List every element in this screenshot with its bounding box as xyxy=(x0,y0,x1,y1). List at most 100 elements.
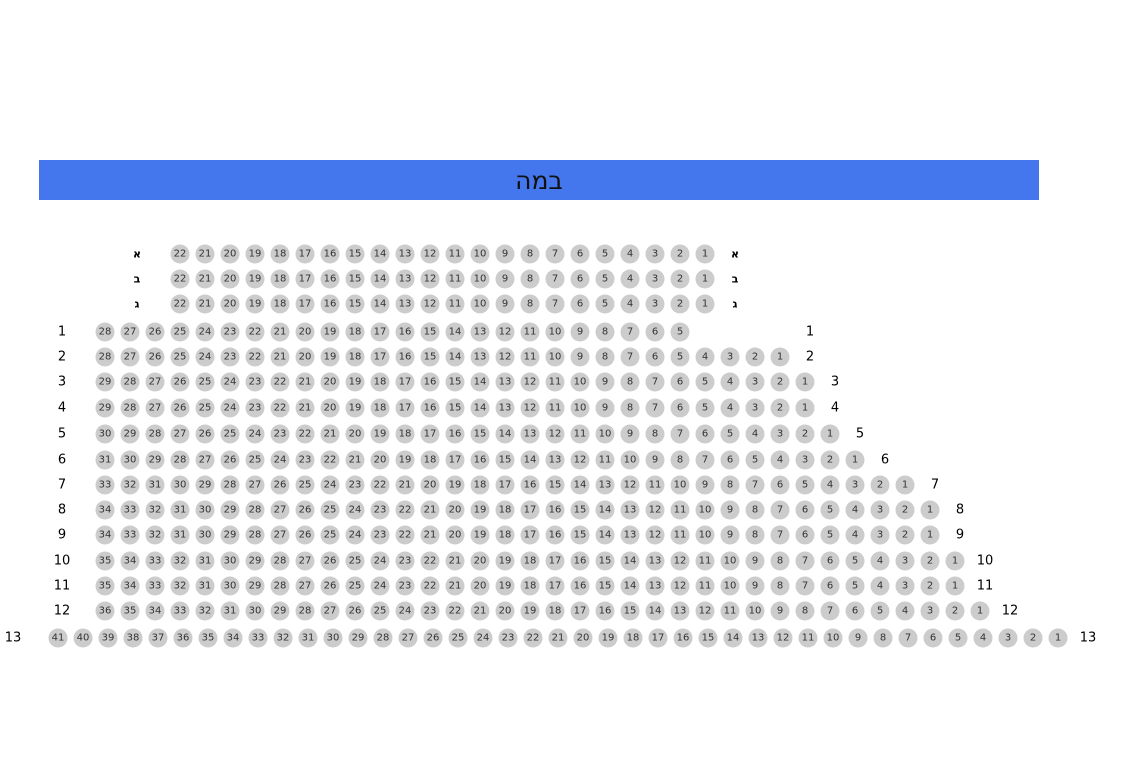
seat[interactable]: 9 xyxy=(848,628,868,648)
seat[interactable]: 16 xyxy=(395,322,415,342)
seat[interactable]: 27 xyxy=(120,347,140,367)
seat[interactable]: 12 xyxy=(520,398,540,418)
seat[interactable]: 11 xyxy=(445,294,465,314)
seat[interactable]: 27 xyxy=(295,576,315,596)
seat[interactable]: 11 xyxy=(520,322,540,342)
seat[interactable]: 21 xyxy=(345,450,365,470)
seat[interactable]: 14 xyxy=(645,601,665,621)
seat[interactable]: 3 xyxy=(795,450,815,470)
seat[interactable]: 5 xyxy=(595,294,615,314)
seat[interactable]: 24 xyxy=(245,424,265,444)
seat[interactable]: 11 xyxy=(545,372,565,392)
seat[interactable]: 21 xyxy=(195,269,215,289)
seat[interactable]: 8 xyxy=(620,398,640,418)
seat[interactable]: 10 xyxy=(570,398,590,418)
seat[interactable]: 12 xyxy=(495,347,515,367)
seat[interactable]: 13 xyxy=(748,628,768,648)
seat[interactable]: 32 xyxy=(170,576,190,596)
seat[interactable]: 14 xyxy=(445,347,465,367)
seat[interactable]: 7 xyxy=(645,398,665,418)
seat[interactable]: 9 xyxy=(720,500,740,520)
seat[interactable]: 20 xyxy=(320,398,340,418)
seat[interactable]: 30 xyxy=(195,500,215,520)
seat[interactable]: 5 xyxy=(695,398,715,418)
seat[interactable]: 8 xyxy=(720,475,740,495)
seat[interactable]: 11 xyxy=(720,601,740,621)
seat[interactable]: 16 xyxy=(570,551,590,571)
seat[interactable]: 13 xyxy=(670,601,690,621)
seat[interactable]: 25 xyxy=(345,551,365,571)
seat[interactable]: 11 xyxy=(695,576,715,596)
seat[interactable]: 19 xyxy=(470,500,490,520)
seat[interactable]: 14 xyxy=(620,576,640,596)
seat[interactable]: 9 xyxy=(720,525,740,545)
seat[interactable]: 15 xyxy=(620,601,640,621)
seat[interactable]: 6 xyxy=(795,525,815,545)
seat[interactable]: 5 xyxy=(845,576,865,596)
seat[interactable]: 11 xyxy=(445,244,465,264)
seat[interactable]: 6 xyxy=(670,372,690,392)
seat[interactable]: 19 xyxy=(445,475,465,495)
seat[interactable]: 24 xyxy=(345,500,365,520)
seat[interactable]: 28 xyxy=(95,347,115,367)
seat[interactable]: 10 xyxy=(470,294,490,314)
seat[interactable]: 20 xyxy=(220,269,240,289)
seat[interactable]: 25 xyxy=(320,525,340,545)
seat[interactable]: 16 xyxy=(320,269,340,289)
seat[interactable]: 6 xyxy=(570,244,590,264)
seat[interactable]: 31 xyxy=(170,525,190,545)
seat[interactable]: 25 xyxy=(370,601,390,621)
seat[interactable]: 5 xyxy=(948,628,968,648)
seat[interactable]: 17 xyxy=(420,424,440,444)
seat[interactable]: 3 xyxy=(745,398,765,418)
seat[interactable]: 6 xyxy=(645,347,665,367)
seat[interactable]: 26 xyxy=(145,347,165,367)
seat[interactable]: 17 xyxy=(520,525,540,545)
seat[interactable]: 27 xyxy=(270,525,290,545)
seat[interactable]: 36 xyxy=(173,628,193,648)
seat[interactable]: 6 xyxy=(770,475,790,495)
seat[interactable]: 23 xyxy=(498,628,518,648)
seat[interactable]: 18 xyxy=(370,398,390,418)
seat[interactable]: 25 xyxy=(220,424,240,444)
seat[interactable]: 29 xyxy=(120,424,140,444)
seat[interactable]: 3 xyxy=(845,475,865,495)
seat[interactable]: 4 xyxy=(870,551,890,571)
seat[interactable]: 4 xyxy=(845,525,865,545)
seat[interactable]: 5 xyxy=(670,322,690,342)
seat[interactable]: 3 xyxy=(895,551,915,571)
seat[interactable]: 9 xyxy=(495,269,515,289)
seat[interactable]: 2 xyxy=(895,500,915,520)
seat[interactable]: 12 xyxy=(670,576,690,596)
seat[interactable]: 14 xyxy=(470,398,490,418)
seat[interactable]: 11 xyxy=(570,424,590,444)
seat[interactable]: 14 xyxy=(595,525,615,545)
seat[interactable]: 25 xyxy=(195,398,215,418)
seat[interactable]: 15 xyxy=(470,424,490,444)
seat[interactable]: 21 xyxy=(295,398,315,418)
seat[interactable]: 33 xyxy=(95,475,115,495)
seat[interactable]: 29 xyxy=(220,525,240,545)
seat[interactable]: 29 xyxy=(195,475,215,495)
seat[interactable]: 36 xyxy=(95,601,115,621)
seat[interactable]: 24 xyxy=(370,576,390,596)
seat[interactable]: 9 xyxy=(570,347,590,367)
seat[interactable]: 28 xyxy=(220,475,240,495)
seat[interactable]: 17 xyxy=(295,294,315,314)
seat[interactable]: 24 xyxy=(220,372,240,392)
seat[interactable]: 29 xyxy=(95,372,115,392)
seat[interactable]: 17 xyxy=(295,244,315,264)
seat[interactable]: 15 xyxy=(595,576,615,596)
seat[interactable]: 31 xyxy=(145,475,165,495)
seat[interactable]: 7 xyxy=(695,450,715,470)
seat[interactable]: 31 xyxy=(95,450,115,470)
seat[interactable]: 14 xyxy=(520,450,540,470)
seat[interactable]: 14 xyxy=(595,500,615,520)
seat[interactable]: 4 xyxy=(720,398,740,418)
seat[interactable]: 13 xyxy=(495,398,515,418)
seat[interactable]: 29 xyxy=(245,551,265,571)
seat[interactable]: 13 xyxy=(395,294,415,314)
seat[interactable]: 23 xyxy=(220,347,240,367)
seat[interactable]: 2 xyxy=(820,450,840,470)
seat[interactable]: 20 xyxy=(295,347,315,367)
